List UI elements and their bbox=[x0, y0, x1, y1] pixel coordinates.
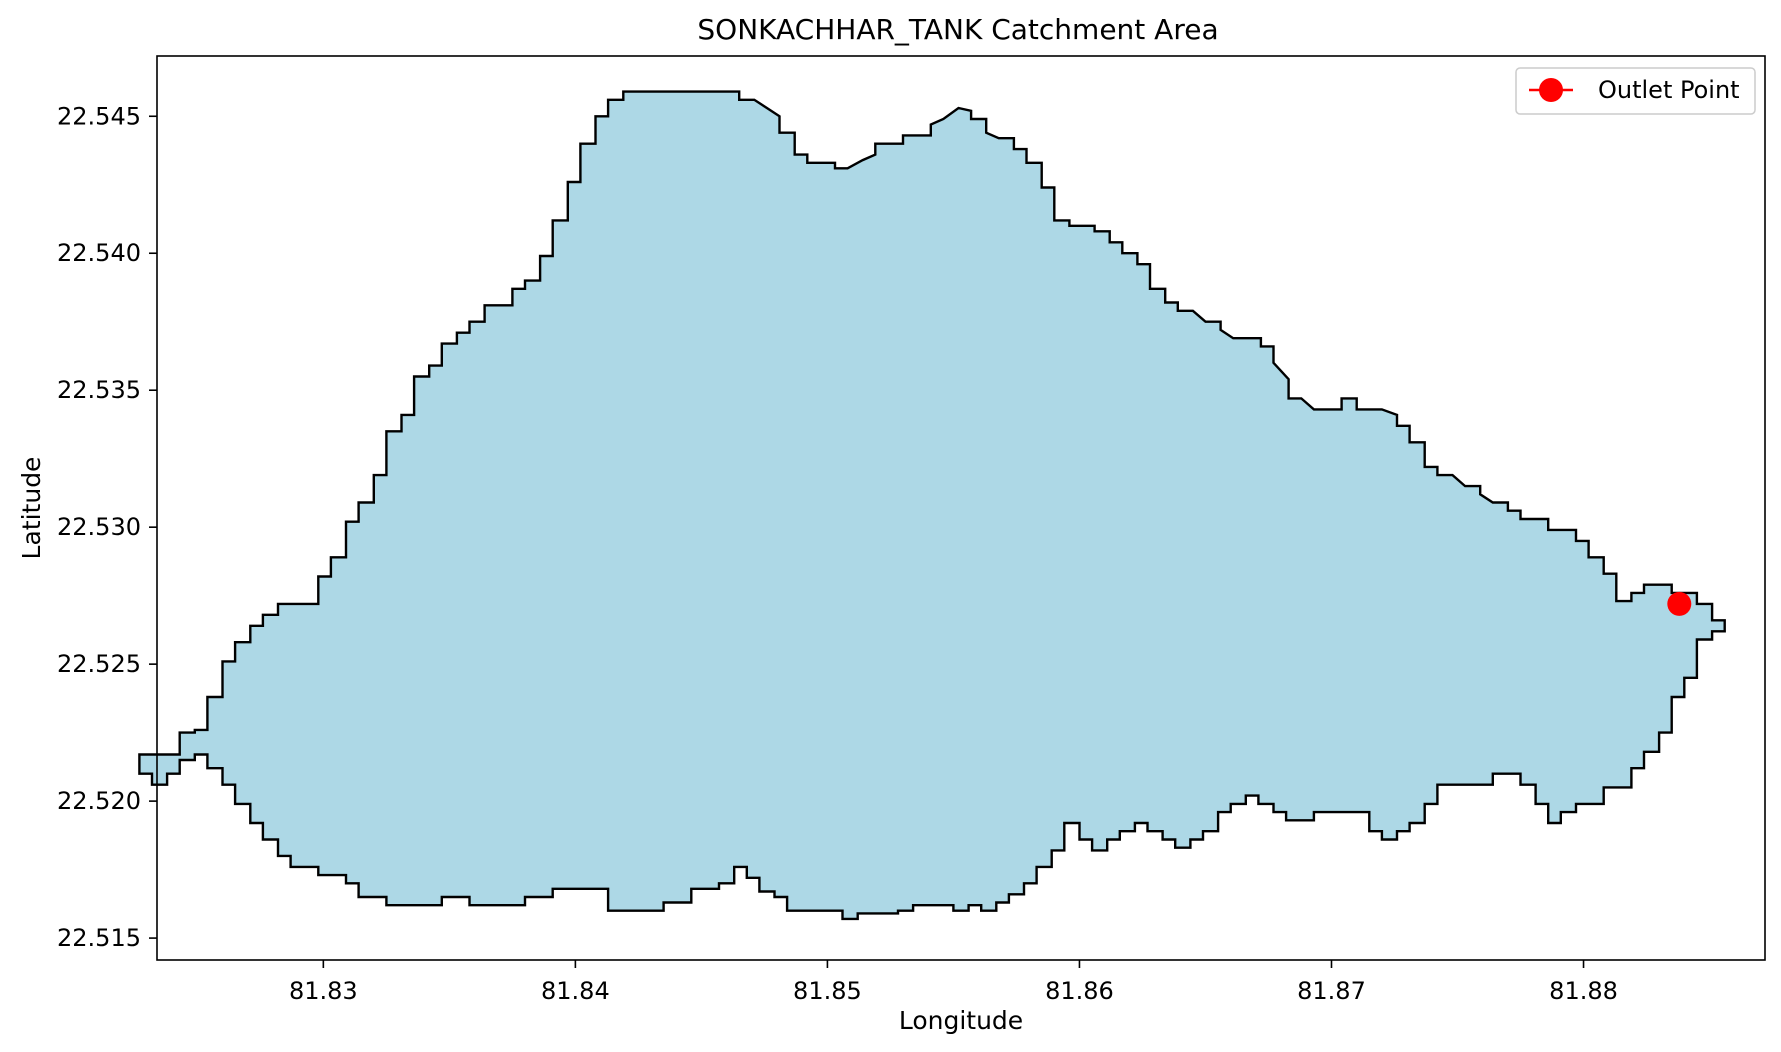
chart-title: SONKACHHAR_TANK Catchment Area bbox=[697, 13, 1218, 46]
plot-area bbox=[138, 55, 1766, 961]
axes-frame bbox=[156, 55, 1766, 961]
y-tick-label: 22.540 bbox=[57, 239, 141, 267]
legend-marker-outlet bbox=[1539, 78, 1563, 102]
y-axis-ticks: 22.515 22.520 22.525 22.530 22.535 22.540 22.5… bbox=[57, 102, 157, 952]
x-tick-label: 81.83 bbox=[289, 977, 358, 1005]
catchment-area bbox=[138, 90, 1726, 921]
x-tick-label: 81.84 bbox=[541, 977, 610, 1005]
x-axis-label: Longitude bbox=[899, 1006, 1023, 1035]
x-tick-label: 81.88 bbox=[1549, 977, 1618, 1005]
x-axis-ticks: 81.83 81.84 81.85 81.86 81.87 81.88 bbox=[289, 960, 1618, 1005]
x-tick-label: 81.87 bbox=[1297, 977, 1366, 1005]
y-tick-label: 22.515 bbox=[57, 924, 141, 952]
y-tick-label: 22.525 bbox=[57, 650, 141, 678]
catchment-layer bbox=[138, 90, 1726, 921]
x-tick-label: 81.86 bbox=[1045, 977, 1114, 1005]
y-tick-label: 22.520 bbox=[57, 787, 141, 815]
legend-label-outlet: Outlet Point bbox=[1598, 76, 1740, 104]
y-axis-label: Latitude bbox=[17, 457, 46, 560]
legend: Outlet Point bbox=[1515, 67, 1756, 115]
y-tick-label: 22.545 bbox=[57, 102, 141, 130]
y-tick-label: 22.535 bbox=[57, 376, 141, 404]
outlet-layer bbox=[1667, 591, 1692, 616]
y-tick-label: 22.530 bbox=[57, 513, 141, 541]
outlet-point[interactable] bbox=[1667, 591, 1692, 616]
x-tick-label: 81.85 bbox=[793, 977, 862, 1005]
legend-box bbox=[1515, 67, 1756, 115]
